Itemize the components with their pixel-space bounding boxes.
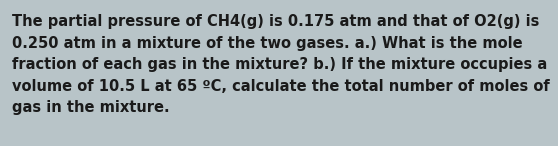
Text: The partial pressure of CH4(g) is 0.175 atm and that of O2(g) is
0.250 atm in a : The partial pressure of CH4(g) is 0.175 … <box>12 14 550 115</box>
